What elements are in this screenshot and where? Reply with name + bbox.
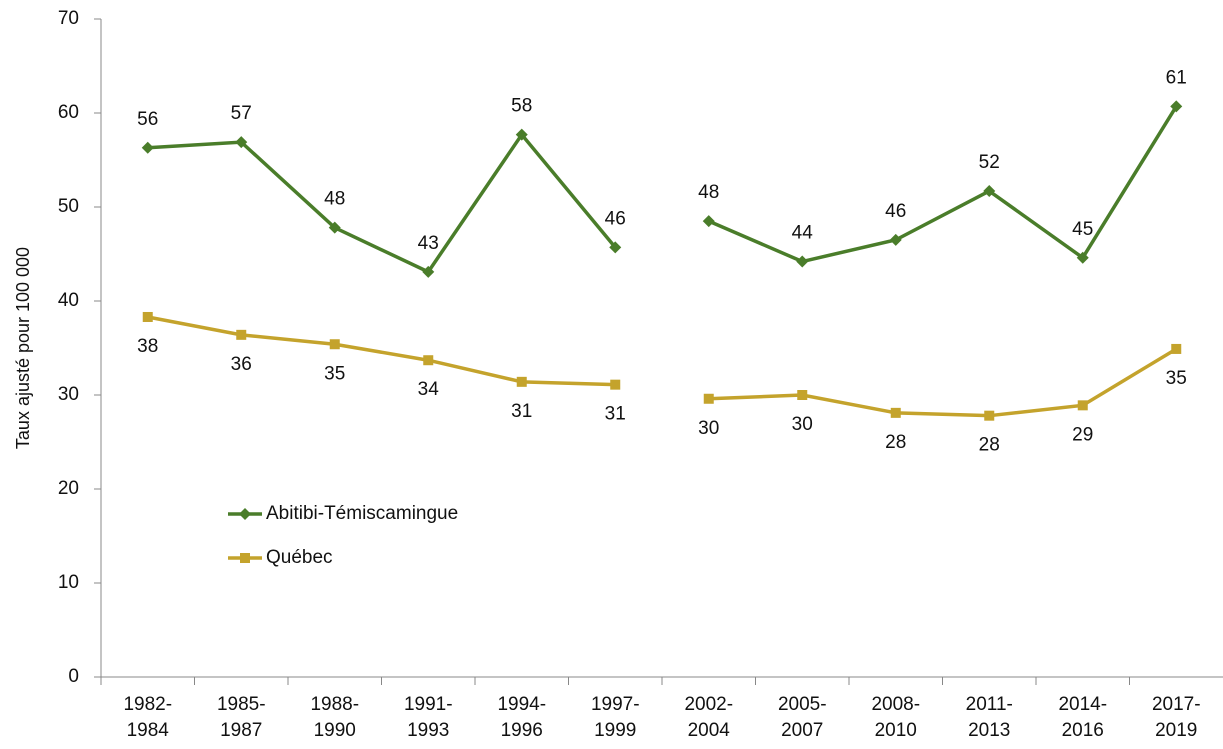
x-tick-label: 1997- [591,694,640,715]
x-tick-label: 1999 [594,720,636,741]
point [610,379,621,390]
point [796,255,809,268]
point [515,128,528,141]
y-tick-label: 20 [58,478,79,499]
x-tick-label: 2013 [968,720,1010,741]
x-tick-label: 1993 [407,720,449,741]
data-label: 45 [1072,219,1093,240]
x-tick-label: 1984 [127,720,170,741]
point [984,410,995,421]
point [1076,251,1089,264]
y-tick-label: 0 [68,666,79,687]
point [1077,400,1088,411]
y-tick-label: 10 [58,572,79,593]
data-label: 30 [698,418,719,439]
series-line [708,105,1178,264]
x-tick-label: 1996 [501,720,543,741]
data-label: 58 [511,96,532,117]
point [889,233,902,246]
point [235,136,248,149]
x-tick-label: 1990 [314,720,356,741]
point [1170,100,1183,113]
data-label: 56 [137,109,158,130]
y-tick-label: 50 [58,196,79,217]
x-tick-label: 1994- [497,694,546,715]
x-tick-label: 1991- [404,694,453,715]
x-tick-label: 1985- [217,694,266,715]
point [423,355,434,366]
x-tick-label: 2007 [781,720,823,741]
data-label: 30 [792,414,813,435]
y-tick-label: 30 [58,384,79,405]
x-tick-label: 2002- [684,694,733,715]
data-label: 35 [1166,368,1187,389]
data-label: 44 [792,223,814,244]
data-label: 29 [1072,424,1093,445]
x-tick-label: 2017- [1152,694,1201,715]
point [797,390,808,400]
point [329,339,340,350]
data-label: 48 [698,182,719,203]
x-tick-label: 2014- [1058,694,1107,715]
data-label: 38 [137,336,158,357]
x-tick-label: 2010 [875,720,917,741]
series-line [147,315,616,387]
point [1171,343,1182,354]
x-tick-label: 2019 [1155,720,1197,741]
point [142,311,153,322]
data-label: 28 [885,432,906,453]
data-label: 28 [979,435,1000,456]
data-label: 57 [231,103,252,124]
x-tick-label: 2011- [966,694,1013,715]
x-tick-label: 2016 [1062,720,1104,741]
data-label: 61 [1166,67,1187,88]
data-label: 46 [885,201,906,222]
data-label: 36 [231,354,252,375]
point [516,376,527,387]
x-tick-label: 1987 [220,720,262,741]
legend-label: Abitibi-Témiscamingue [266,503,458,524]
data-label: 31 [605,404,626,425]
data-label: 43 [418,233,439,254]
data-label: 35 [324,363,345,384]
point [609,241,622,254]
x-tick-label: 2008- [871,694,920,715]
data-label: 52 [979,152,1000,173]
point [890,407,901,418]
legend-marker [240,553,250,563]
series-line [708,347,1178,418]
y-tick-label: 40 [58,290,79,311]
data-label: 46 [605,208,626,229]
legend-marker [239,508,251,520]
point [702,215,715,228]
series-line [147,131,617,275]
point [328,221,341,234]
legend-label: Québec [266,547,333,568]
point [141,141,154,154]
data-label: 48 [324,189,345,210]
point [983,185,996,198]
point [422,265,435,278]
y-tick-label: 70 [58,8,79,29]
x-tick-label: 2005- [778,694,827,715]
x-tick-label: 1988- [310,694,359,715]
y-tick-label: 60 [58,102,79,123]
x-tick-label: 2004 [688,720,731,741]
point [236,329,247,340]
point [703,393,714,404]
y-axis-label: Taux ajusté pour 100 000 [13,247,33,449]
x-tick-label: 1982- [123,694,172,715]
data-label: 31 [511,401,532,422]
data-label: 34 [418,379,440,400]
